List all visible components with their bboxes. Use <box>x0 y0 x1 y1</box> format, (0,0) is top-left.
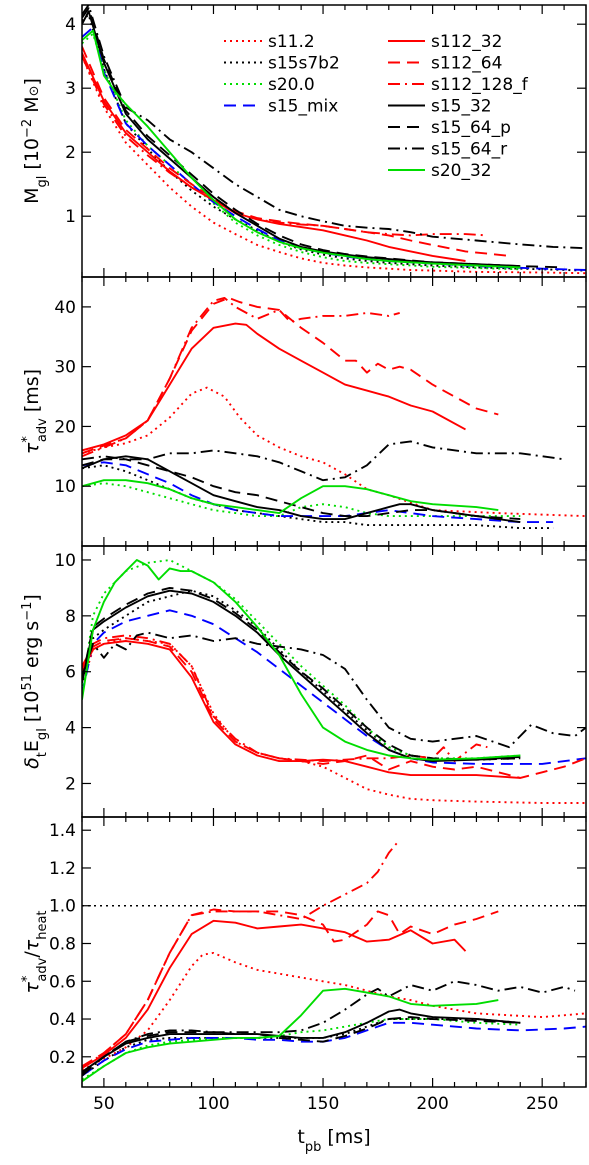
series-group <box>82 839 586 1083</box>
legend-label-s112_64: s112_64 <box>431 54 502 74</box>
series-group <box>82 296 586 530</box>
y-tick-label: 10 <box>54 551 76 571</box>
y-tick-label: 3 <box>65 79 76 99</box>
legend-label-s15_64_r: s15_64_r <box>431 140 507 160</box>
series-line-s15_64_r <box>82 440 565 482</box>
series-line-s112_32 <box>82 640 521 779</box>
x-tick-label: 50 <box>93 1094 115 1114</box>
series-line-s15_mix <box>82 609 586 765</box>
y-tick-label: 2 <box>65 774 76 794</box>
x-tick-label: 250 <box>526 1094 558 1114</box>
series-line-s20_32 <box>82 479 499 515</box>
series-line-s15s7b2 <box>82 13 586 272</box>
y-tick-label: 0.8 <box>49 935 76 955</box>
y-tick-label: 1 <box>65 207 76 227</box>
series-line-s15s7b2 <box>82 464 554 530</box>
y-tick-label: 10 <box>54 477 76 497</box>
series-line-s15_32 <box>82 455 521 524</box>
legend-label-s15_mix: s15_mix <box>268 97 338 117</box>
panel-1: 1 2 3 4 Mgl [10−2 M⊙] <box>20 4 587 278</box>
series-line-s15_64_r <box>82 980 576 1077</box>
series-line-s112_64 <box>82 637 586 779</box>
series-line-s112_128_f <box>82 634 488 763</box>
y-tick-label: 20 <box>54 417 76 437</box>
series-line-s15_32 <box>82 10 521 268</box>
panel-2: 10 20 30 40 τ*adv [ms] <box>20 276 587 547</box>
series-line-s11.2 <box>82 951 586 1071</box>
series-group <box>82 559 586 804</box>
legend-label-s15_64_p: s15_64_p <box>431 118 511 138</box>
legend-label-s112_32: s112_32 <box>431 32 502 52</box>
x-axis-label: tpb [ms] <box>297 1126 370 1155</box>
y-axis-label: τ*adv [ms] <box>20 369 50 454</box>
series-line-s112_32 <box>82 52 466 262</box>
series-line-s112_128_f <box>82 839 401 1069</box>
series-line-s11.2 <box>82 55 586 275</box>
y-tick-label: 0.6 <box>49 972 76 992</box>
legend-label-s15s7b2: s15s7b2 <box>268 54 340 74</box>
series-line-s112_64 <box>82 908 499 1068</box>
y-tick-label: 6 <box>65 663 76 683</box>
y-tick-label: 40 <box>54 298 76 318</box>
series-line-s15_64_p <box>82 458 521 521</box>
series-line-s15_64_p <box>82 1016 521 1075</box>
y-tick-label: 4 <box>65 719 76 739</box>
series-group <box>82 5 586 275</box>
legend-label-s15_32: s15_32 <box>431 97 492 117</box>
series-line-s112_64 <box>82 296 499 455</box>
series-line-s15_32 <box>82 1008 521 1073</box>
series-line-s20.0 <box>82 32 521 271</box>
y-axis-label: δtEgl [1051 erg s−1] <box>20 594 50 769</box>
series-line-s20_32 <box>82 987 499 1083</box>
y-tick-label: 1.4 <box>49 821 76 841</box>
series-line-s20.0 <box>82 482 521 518</box>
series-line-s112_32 <box>82 322 466 452</box>
y-tick-label: 30 <box>54 358 76 378</box>
legend-label-s11.2: s11.2 <box>268 32 315 52</box>
y-tick-label: 1.0 <box>49 897 76 917</box>
x-tick-label: 200 <box>416 1094 448 1114</box>
series-line-s15_64_r <box>82 5 586 250</box>
y-tick-label: 8 <box>65 607 76 627</box>
series-line-s112_128_f <box>82 296 400 458</box>
y-tick-label: 0.4 <box>49 1010 76 1030</box>
series-line-s112_32 <box>82 919 467 1069</box>
series-line-s15_mix <box>82 1021 586 1077</box>
legend-label-s112_128_f: s112_128_f <box>431 75 529 95</box>
y-axis-label: Mgl [10−2 M⊙] <box>20 78 50 204</box>
legend-label-s20.0: s20.0 <box>268 75 315 95</box>
y-axis-label: τ*adv/τheat <box>20 910 50 993</box>
panel-frame <box>81 816 587 1088</box>
series-line-s20.0 <box>82 1018 521 1081</box>
y-tick-label: 4 <box>65 15 76 35</box>
series-line-s20.0 <box>82 559 521 760</box>
series-line-s15_64_r <box>82 631 586 749</box>
series-line-s11.2 <box>82 386 586 518</box>
panel-4: 0.2 0.4 0.6 0.8 1.0 1.2 1.4 τ*adv/τheat 50 100 150… <box>20 816 587 1155</box>
series-line-s20_32 <box>82 559 521 761</box>
panel-3: 2 4 6 8 10 δtEgl [1051 erg s−1] <box>20 545 587 818</box>
y-tick-label: 0.2 <box>49 1048 76 1068</box>
x-tick-label: 100 <box>197 1094 229 1114</box>
series-line-s112_64 <box>82 46 510 257</box>
series-line-s112_128_f <box>82 55 488 237</box>
legend: s11.2s15s7b2s20.0s15_mixs112_32s112_64s1… <box>224 32 529 181</box>
y-tick-label: 1.2 <box>49 859 76 879</box>
series-line-s15_mix <box>82 461 554 524</box>
x-tick-label: 150 <box>307 1094 339 1114</box>
legend-label-s20_32: s20_32 <box>431 161 492 181</box>
y-tick-label: 2 <box>65 143 76 163</box>
series-line-s11.2 <box>82 637 586 804</box>
series-line-s20_32 <box>82 29 521 269</box>
panel-frame <box>81 4 587 278</box>
